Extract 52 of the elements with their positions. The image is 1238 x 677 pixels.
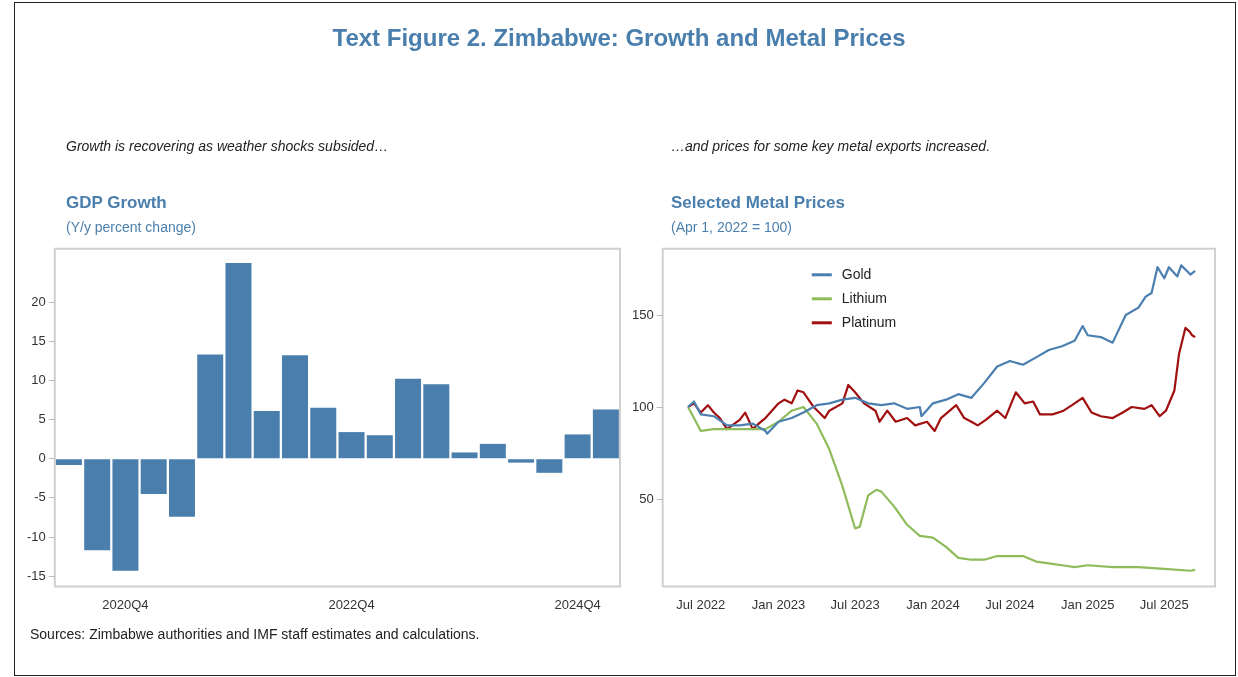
bar [479,443,506,459]
x-tick-label: Jul 2025 [1139,596,1189,612]
bar [310,407,337,459]
bar [508,459,535,463]
y-tick-label: -5 [34,489,46,505]
bar [564,434,591,459]
y-tick-label: 100 [631,398,654,414]
chart-title: GDP Growth [66,193,167,213]
bar [168,459,195,517]
bar [140,459,167,494]
x-tick-label: Jan 2023 [751,596,806,612]
bar [338,432,365,459]
chart-subtitle: (Y/y percent change) [66,219,196,235]
bar [395,378,422,459]
bar [55,459,82,465]
bar [536,459,563,473]
bar [282,355,308,459]
x-tick-label: 2022Q4 [328,596,375,612]
chart-subtitle: (Apr 1, 2022 = 100) [671,219,793,235]
text: Growth is recovering as weather shocks subsided… [66,138,389,154]
y-tick-label: 50 [639,490,654,506]
chart-title: Selected Metal Prices [671,193,845,213]
bar [592,409,619,459]
x-tick-label: Jul 2022 [676,596,726,612]
bar [253,410,280,459]
x-tick-label: 2020Q4 [102,596,149,612]
legend-label: Gold [841,265,872,282]
y-tick-label: 150 [631,306,654,322]
text: Text Figure 2. Zimbabwe: Growth and Metal Prices [331,24,907,52]
bar [423,384,450,459]
legend-label: Platinum [841,313,897,330]
source-note: Sources: Zimbabwe authorities and IMF staff estimates and calculations. [30,626,480,642]
x-tick-label: Jan 2025 [1060,596,1115,612]
bar [197,354,224,459]
bar [451,452,478,459]
legend-label: Lithium [841,289,887,306]
y-tick-label: 0 [38,450,46,466]
y-tick-label: 10 [31,371,46,387]
bar [366,435,393,459]
bar [84,459,111,551]
x-tick-label: Jul 2023 [830,596,880,612]
y-tick-label: 15 [31,332,46,348]
y-tick-label: 5 [38,411,46,427]
bar [112,459,139,571]
y-tick-label: -10 [26,528,46,544]
bar [225,262,252,459]
x-tick-label: Jan 2024 [906,596,960,612]
x-tick-label: 2024Q4 [554,596,601,612]
x-tick-label: Jul 2024 [985,596,1035,612]
y-tick-label: -15 [26,567,46,583]
text: …and prices for some key metal exports increased. [671,138,991,154]
y-tick-label: 20 [31,293,46,309]
